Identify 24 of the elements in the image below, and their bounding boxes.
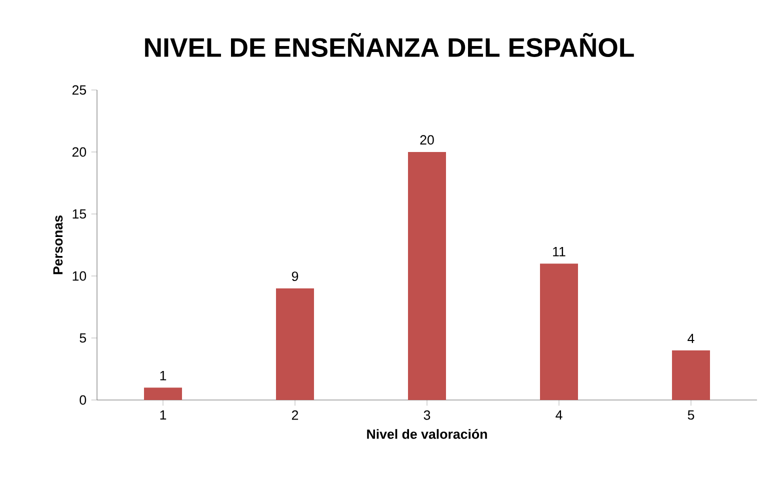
y-tick-label: 15 bbox=[72, 209, 86, 219]
y-axis-title: Personas bbox=[53, 216, 63, 274]
y-tick-label: 0 bbox=[80, 395, 86, 405]
x-tick-label: 1 bbox=[160, 410, 166, 420]
bar bbox=[672, 350, 710, 400]
y-tick-label: 5 bbox=[80, 333, 86, 343]
bar bbox=[144, 388, 182, 400]
data-label: 11 bbox=[553, 247, 566, 256]
y-tick-label: 10 bbox=[72, 271, 86, 281]
data-label: 4 bbox=[688, 334, 694, 344]
data-label: 9 bbox=[292, 272, 298, 282]
x-tick-label: 2 bbox=[292, 410, 298, 420]
y-tick-label: 25 bbox=[72, 85, 86, 95]
data-label: 20 bbox=[420, 135, 434, 145]
bar bbox=[408, 152, 446, 400]
bar bbox=[276, 288, 314, 400]
data-label: 1 bbox=[160, 371, 166, 380]
y-tick-label: 20 bbox=[72, 147, 86, 157]
bar bbox=[540, 264, 578, 400]
x-tick-label: 4 bbox=[556, 410, 562, 420]
chart-title: NIVEL DE ENSEÑANZA DEL ESPAÑOL bbox=[145, 32, 634, 57]
x-tick-label: 5 bbox=[688, 410, 694, 420]
x-tick-label: 3 bbox=[424, 410, 430, 420]
x-axis-title: Nivel de valoración bbox=[367, 428, 487, 439]
